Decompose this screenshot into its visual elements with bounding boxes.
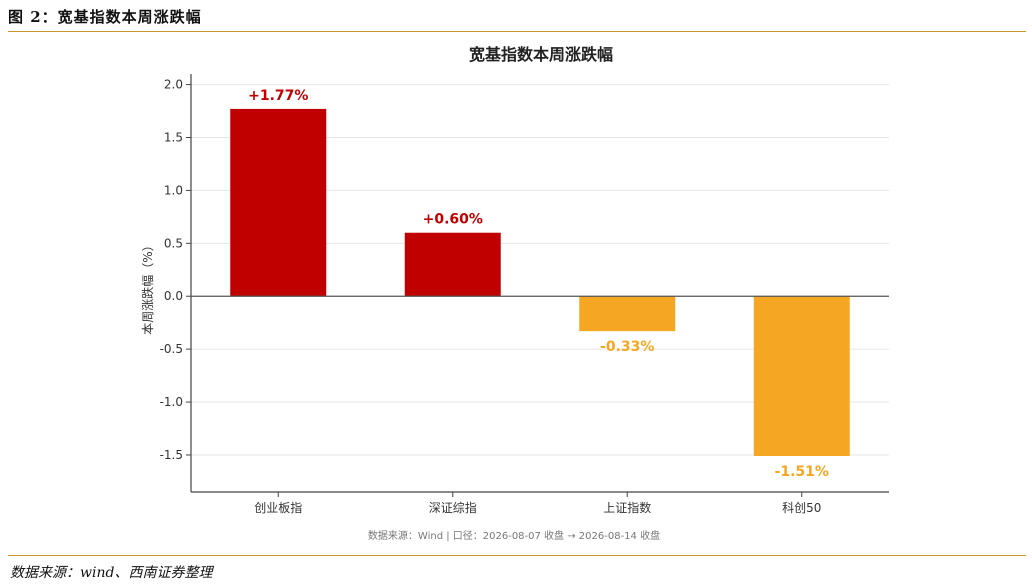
axes xyxy=(186,74,889,497)
x-category-label: 深证综指 xyxy=(429,500,477,515)
source-note: 数据来源：Wind | 口径：2026-08-07 收盘 → 2026-08-1… xyxy=(368,529,660,542)
bar xyxy=(579,296,676,332)
bar xyxy=(404,232,501,297)
y-tick-label: -0.5 xyxy=(160,342,183,356)
footer-rule xyxy=(8,555,1026,556)
data-label: -0.33% xyxy=(600,339,654,355)
y-tick-label: 0.5 xyxy=(164,236,183,250)
bars xyxy=(230,108,850,457)
x-category-label: 创业板指 xyxy=(254,500,302,515)
figure-header: 图 2：宽基指数本周涨跌幅 xyxy=(8,4,1024,32)
bar xyxy=(753,296,850,457)
figure-footer: 数据来源：wind、西南证券整理 xyxy=(10,565,213,581)
data-label: +1.77% xyxy=(248,88,308,104)
data-label: +0.60% xyxy=(423,212,483,228)
y-tick-label: 1.5 xyxy=(164,130,183,144)
header-rule xyxy=(8,31,1026,32)
y-tick-labels: 2.0 1.5 1.0 0.5 0.0 -0.5 -1.0 -1.5 xyxy=(160,78,183,462)
bar-chart: 宽基指数本周涨跌幅 2.0 1.5 1.0 0.5 0.0 -0.5 -1.0 -1.5 创业… xyxy=(140,45,889,542)
y-axis-label: 本周涨跌幅（%） xyxy=(140,239,155,334)
data-labels: +1.77% +0.60% -0.33% -1.51% xyxy=(248,88,829,480)
figure-title: 图 2：宽基指数本周涨跌幅 xyxy=(8,8,202,26)
y-tick-label: 0.0 xyxy=(164,289,183,303)
chart-title: 宽基指数本周涨跌幅 xyxy=(469,45,613,64)
y-tick-label: 2.0 xyxy=(164,78,183,92)
bar xyxy=(230,108,327,297)
y-tick-label: -1.0 xyxy=(160,395,183,409)
y-tick-label: 1.0 xyxy=(164,183,183,197)
data-label: -1.51% xyxy=(775,464,829,480)
x-category-labels: 创业板指 深证综指 上证指数 科创50 xyxy=(254,500,821,515)
x-category-label: 上证指数 xyxy=(603,500,651,515)
x-category-label: 科创50 xyxy=(782,501,821,515)
y-tick-label: -1.5 xyxy=(160,448,183,462)
